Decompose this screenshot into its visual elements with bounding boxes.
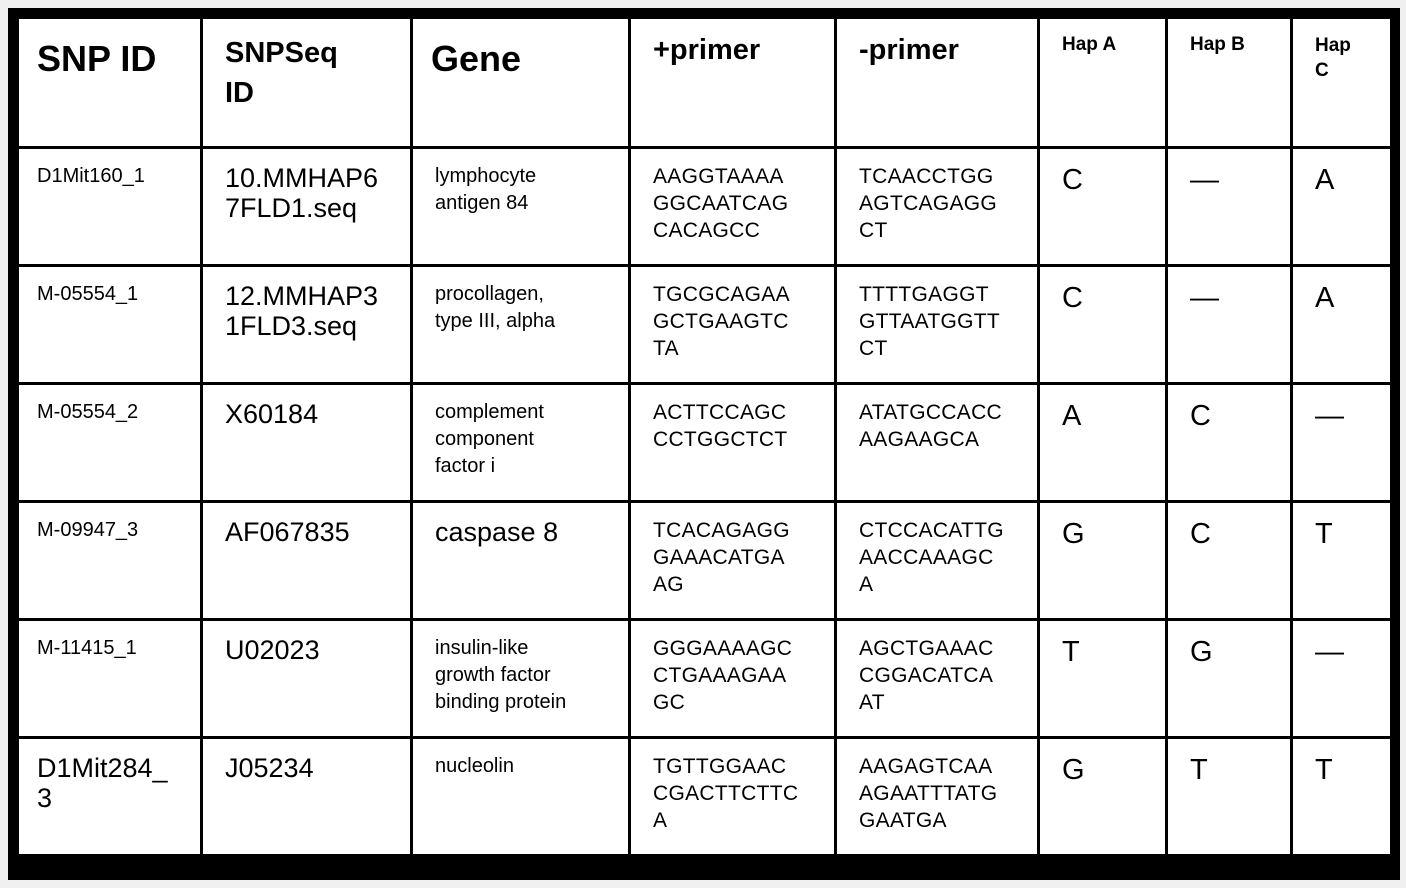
- table-row: D1Mit160_1 10.MMHAP6 7FLD1.seq lymphocyt…: [16, 146, 1393, 267]
- table-frame: SNP ID SNPSeq ID Gene +primer -primer Ha…: [8, 8, 1400, 880]
- hap-b-cell: C: [1165, 382, 1293, 503]
- header-row: SNP ID SNPSeq ID Gene +primer -primer Ha…: [16, 16, 1393, 149]
- snp-id-cell: M-09947_3: [16, 500, 203, 621]
- header-gene: Gene: [410, 16, 631, 149]
- hap-a-cell: G: [1037, 736, 1168, 857]
- header-hap-c: Hap C: [1290, 16, 1393, 149]
- snpseq-id-cell: 10.MMHAP6 7FLD1.seq: [200, 146, 413, 267]
- hap-a-cell: G: [1037, 500, 1168, 621]
- hap-b-cell: —: [1165, 146, 1293, 267]
- hap-a-cell: C: [1037, 146, 1168, 267]
- minus-primer-cell: AGCTGAAAC CGGACATCA AT: [834, 618, 1040, 739]
- gene-cell: complement component factor i: [410, 382, 631, 503]
- snp-id-cell: D1Mit160_1: [16, 146, 203, 267]
- gene-cell: lymphocyte antigen 84: [410, 146, 631, 267]
- hap-a-cell: C: [1037, 264, 1168, 385]
- header-hap-b: Hap B: [1165, 16, 1293, 149]
- hap-b-cell: C: [1165, 500, 1293, 621]
- snp-id-cell: D1Mit284_ 3: [16, 736, 203, 857]
- hap-c-cell: —: [1290, 618, 1393, 739]
- snpseq-id-cell: X60184: [200, 382, 413, 503]
- plus-primer-cell: ACTTCCAGC CCTGGCTCT: [628, 382, 837, 503]
- minus-primer-cell: AAGAGTCAA AGAATTTATG GAATGA: [834, 736, 1040, 857]
- plus-primer-cell: AAGGTAAAA GGCAATCAG CACAGCC: [628, 146, 837, 267]
- snp-id-cell: M-11415_1: [16, 618, 203, 739]
- hap-c-cell: A: [1290, 146, 1393, 267]
- plus-primer-cell: TGTTGGAAC CGACTTCTTC A: [628, 736, 837, 857]
- snp-id-cell: M-05554_2: [16, 382, 203, 503]
- snpseq-id-cell: J05234: [200, 736, 413, 857]
- minus-primer-cell: CTCCACATTG AACCAAAGC A: [834, 500, 1040, 621]
- header-minus-primer: -primer: [834, 16, 1040, 149]
- snpseq-id-cell: U02023: [200, 618, 413, 739]
- header-hap-a: Hap A: [1037, 16, 1168, 149]
- snp-table: SNP ID SNPSeq ID Gene +primer -primer Ha…: [16, 16, 1393, 857]
- plus-primer-cell: TGCGCAGAA GCTGAAGTC TA: [628, 264, 837, 385]
- hap-c-cell: T: [1290, 736, 1393, 857]
- gene-cell: procollagen, type III, alpha: [410, 264, 631, 385]
- snpseq-id-cell: 12.MMHAP3 1FLD3.seq: [200, 264, 413, 385]
- hap-c-cell: T: [1290, 500, 1393, 621]
- gene-cell: insulin-like growth factor binding prote…: [410, 618, 631, 739]
- hap-a-cell: T: [1037, 618, 1168, 739]
- gene-cell: nucleolin: [410, 736, 631, 857]
- table-row: M-05554_2 X60184 complement component fa…: [16, 382, 1393, 503]
- table-row: D1Mit284_ 3 J05234 nucleolin TGTTGGAAC C…: [16, 736, 1393, 857]
- table-row: M-09947_3 AF067835 caspase 8 TCACAGAGG G…: [16, 500, 1393, 621]
- table-row: M-05554_1 12.MMHAP3 1FLD3.seq procollage…: [16, 264, 1393, 385]
- minus-primer-cell: TCAACCTGG AGTCAGAGG CT: [834, 146, 1040, 267]
- hap-b-cell: —: [1165, 264, 1293, 385]
- snpseq-id-cell: AF067835: [200, 500, 413, 621]
- minus-primer-cell: TTTTGAGGT GTTAATGGTT CT: [834, 264, 1040, 385]
- header-plus-primer: +primer: [628, 16, 837, 149]
- hap-a-cell: A: [1037, 382, 1168, 503]
- header-snpseq-id: SNPSeq ID: [200, 16, 413, 149]
- header-snp-id: SNP ID: [16, 16, 203, 149]
- hap-c-cell: A: [1290, 264, 1393, 385]
- snp-id-cell: M-05554_1: [16, 264, 203, 385]
- plus-primer-cell: TCACAGAGG GAAACATGA AG: [628, 500, 837, 621]
- plus-primer-cell: GGGAAAAGC CTGAAAGAA GC: [628, 618, 837, 739]
- hap-b-cell: G: [1165, 618, 1293, 739]
- gene-cell: caspase 8: [410, 500, 631, 621]
- table-row: M-11415_1 U02023 insulin-like growth fac…: [16, 618, 1393, 739]
- minus-primer-cell: ATATGCCACC AAGAAGCA: [834, 382, 1040, 503]
- hap-b-cell: T: [1165, 736, 1293, 857]
- hap-c-cell: —: [1290, 382, 1393, 503]
